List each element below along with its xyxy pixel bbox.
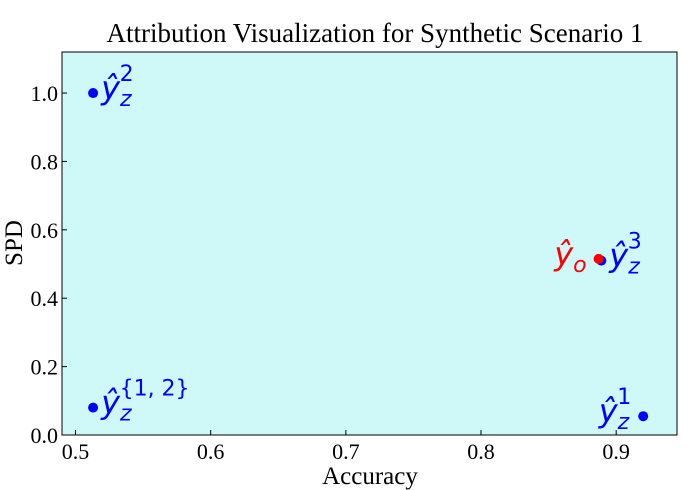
x-tick-label: 0.7 (332, 439, 360, 464)
data-point (88, 88, 99, 99)
y-tick-label: 1.0 (31, 81, 59, 106)
x-axis-label: Accuracy (322, 463, 418, 490)
x-tick-label: 0.5 (62, 439, 90, 464)
data-point (593, 253, 604, 264)
x-tick-label: 0.8 (467, 439, 495, 464)
point-label: ŷz2 (100, 62, 134, 112)
y-tick-label: 0.8 (31, 149, 59, 174)
data-point (88, 402, 99, 413)
y-tick-label: 0.4 (31, 286, 59, 311)
data-point (638, 411, 649, 422)
y-tick-label: 0.0 (31, 423, 59, 448)
data-points: ŷz2 ŷz{1, 2} ŷz1 ŷz3 ŷo (88, 62, 649, 435)
point-label: ŷo (553, 235, 586, 278)
x-tick-label: 0.9 (602, 439, 630, 464)
point-label: ŷz1 (598, 385, 632, 435)
y-tick-label: 0.2 (31, 355, 59, 380)
point-label: ŷz{1, 2} (100, 377, 189, 427)
x-tick-label: 0.6 (197, 439, 225, 464)
chart-title: Attribution Visualization for Synthetic … (106, 18, 643, 48)
y-axis-label: SPD (1, 220, 28, 266)
point-label: ŷz3 (608, 230, 642, 280)
y-tick-label: 0.6 (31, 218, 59, 243)
axis-ticks: 0.5 0.6 0.7 0.8 0.9 0.0 0.2 0.4 0.6 0.8 1.0 (31, 81, 630, 464)
plot-area (61, 51, 678, 436)
